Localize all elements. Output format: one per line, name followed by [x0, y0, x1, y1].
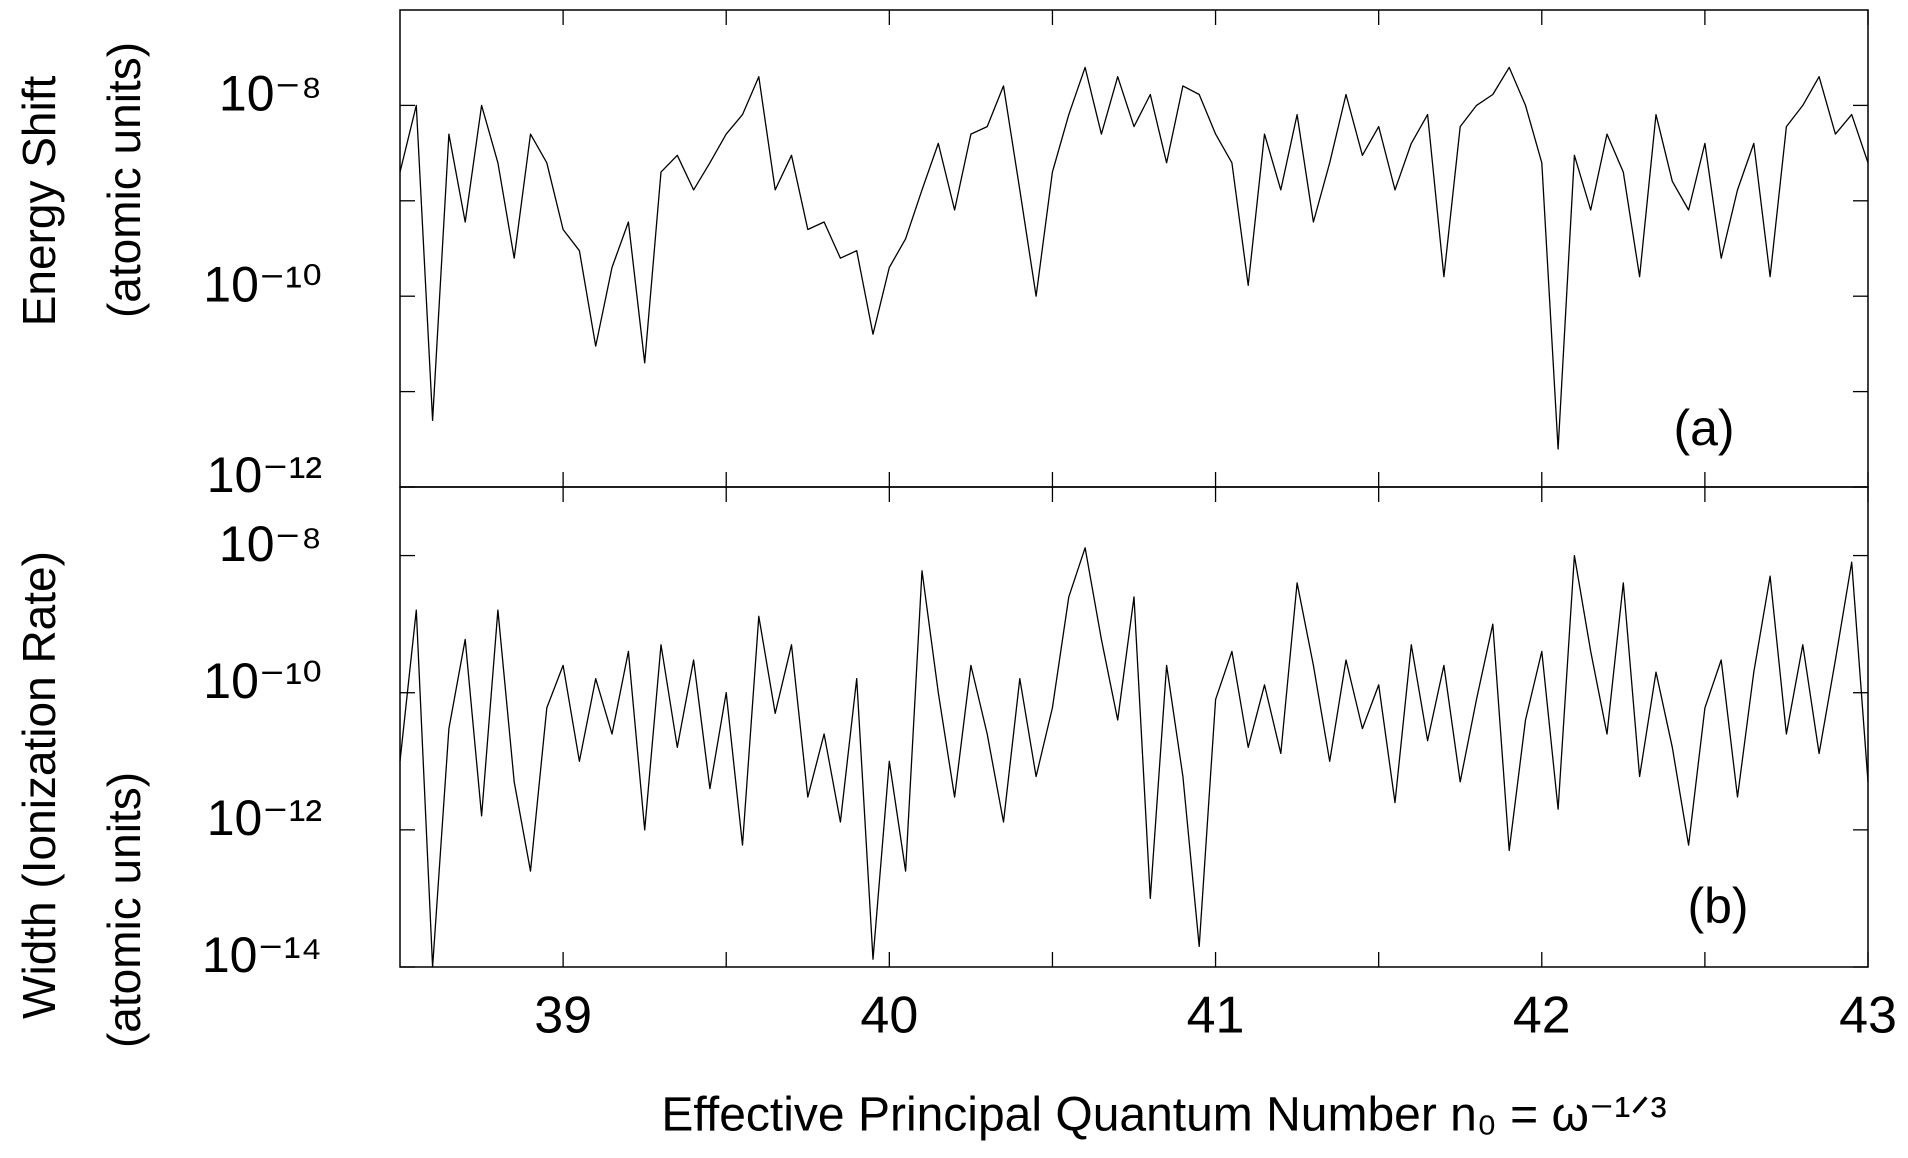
x-tick-label: 40 — [860, 987, 918, 1045]
x-axis-label: Effective Principal Quantum Number n₀ = … — [661, 1089, 1666, 1142]
x-tick-label: 42 — [1513, 987, 1571, 1045]
y-tick-label: 10⁻¹⁰ — [203, 256, 322, 312]
x-tick-label: 39 — [534, 987, 592, 1045]
y-axis-label: (atomic units) — [98, 772, 150, 1048]
data-line — [399, 547, 1869, 968]
y-tick-label: 10⁻¹² — [207, 790, 322, 846]
y-tick-label: 10⁻⁸ — [219, 66, 322, 122]
panel-label: (a) — [1673, 400, 1734, 456]
plot-frame — [399, 9, 1869, 488]
y-axis-label: Energy Shift — [13, 75, 65, 326]
y-tick-label: 10⁻¹⁰ — [203, 653, 322, 709]
y-axis-label: (atomic units) — [98, 42, 150, 318]
y-axis-label: Width (Ionization Rate) — [13, 551, 65, 1019]
y-tick-label: 10⁻⁸ — [219, 516, 322, 572]
y-tick-label: 10⁻¹⁴ — [202, 927, 322, 983]
plot-frame — [399, 486, 1869, 968]
y-tick-label: 10⁻¹² — [207, 447, 322, 503]
panel-label: (b) — [1687, 878, 1748, 934]
data-line — [399, 66, 1869, 450]
x-tick-label: 43 — [1839, 987, 1897, 1045]
x-tick-label: 41 — [1187, 987, 1245, 1045]
